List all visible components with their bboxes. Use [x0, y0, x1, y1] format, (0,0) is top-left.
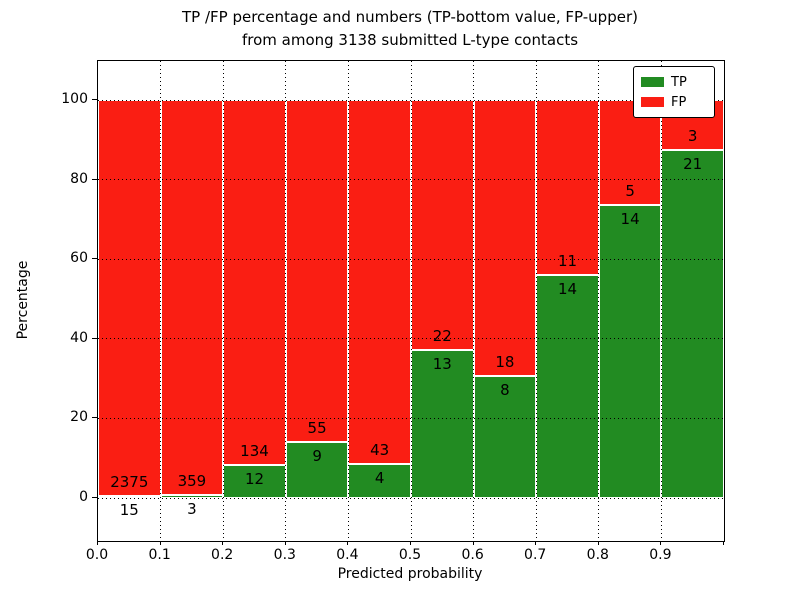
fp-count-label: 43	[370, 441, 390, 460]
tp-count-label: 4	[374, 469, 385, 488]
y-tick-mark	[92, 99, 97, 100]
gridline-horizontal	[98, 497, 724, 499]
chart-title-line1: TP /FP percentage and numbers (TP-bottom…	[182, 8, 638, 26]
y-tick-label: 0	[79, 489, 88, 505]
x-tick-mark	[222, 541, 224, 545]
y-tick-label: 40	[70, 329, 88, 346]
fp-count-label: 22	[432, 327, 452, 346]
bar-segment-tp	[348, 464, 411, 498]
x-tick-mark	[723, 541, 724, 545]
legend-color-patch	[641, 97, 664, 107]
x-tick-label: 0.9	[649, 547, 672, 563]
tp-count-label: 3	[187, 499, 197, 518]
y-axis-label: Percentage	[15, 260, 31, 340]
bar-segment-fp	[223, 100, 286, 466]
x-tick-mark	[97, 541, 98, 545]
y-tick-label: 60	[70, 250, 88, 267]
gridline-vertical	[660, 61, 662, 541]
x-tick-label: 0.7	[524, 547, 547, 563]
gridline-horizontal	[98, 417, 724, 419]
x-tick-label: 0.0	[85, 547, 109, 563]
y-tick-label: 20	[70, 409, 88, 426]
x-tick-label: 0.1	[148, 547, 171, 563]
gridline-horizontal	[98, 258, 724, 260]
x-tick-label: 0.2	[211, 547, 234, 563]
tp-count-label: 8	[500, 380, 510, 399]
x-tick-label: 0.6	[461, 547, 484, 563]
fp-count-label: 11	[557, 252, 578, 271]
chart-title-line2: from among 3138 submitted L-type contact…	[241, 31, 579, 49]
tp-count-label: 9	[312, 447, 322, 466]
legend-label: TP	[671, 74, 687, 90]
bar-segment-tp	[598, 204, 662, 498]
fp-count-label: 5	[625, 181, 635, 200]
x-tick-label: 0.3	[273, 547, 296, 563]
fp-count-label: 18	[495, 352, 515, 371]
tp-count-label: 12	[244, 470, 265, 489]
y-tick-label: 100	[61, 91, 88, 107]
x-tick-mark	[159, 541, 161, 545]
tp-count-label: 14	[557, 280, 578, 299]
fp-count-label: 3	[687, 126, 698, 145]
bar-segment-tp	[223, 465, 286, 498]
bar-segment-fp	[160, 100, 224, 495]
gridline-vertical	[160, 61, 162, 541]
fp-count-label: 55	[307, 419, 327, 438]
legend-item-fp: FP	[641, 92, 707, 112]
bar-segment-fp	[411, 100, 474, 351]
tp-count-label: 13	[432, 355, 452, 374]
chart-title: TP /FP percentage and numbers (TP-bottom…	[97, 6, 723, 52]
tp-count-label: 21	[683, 154, 703, 173]
fp-count-label: 2375	[110, 472, 149, 491]
gridline-vertical	[473, 61, 475, 541]
y-tick-mark	[92, 337, 97, 339]
gridline-vertical	[598, 61, 600, 541]
gridline-vertical	[285, 61, 287, 541]
gridline-vertical	[347, 61, 349, 541]
tp-count-label: 15	[119, 500, 139, 519]
bar-segment-tp	[661, 149, 724, 498]
gridline-vertical	[222, 61, 224, 541]
x-tick-mark	[347, 541, 349, 545]
x-tick-label: 0.4	[336, 547, 359, 563]
legend: TP FP	[633, 66, 715, 118]
x-tick-mark	[284, 541, 286, 545]
y-tick-mark	[92, 258, 97, 260]
x-tick-mark	[535, 541, 537, 545]
gridline-horizontal	[98, 338, 724, 340]
gridline-horizontal	[98, 99, 724, 101]
y-tick-mark	[92, 178, 97, 180]
x-tick-label: 0.5	[398, 547, 422, 563]
gridline-vertical	[535, 61, 537, 541]
bar-segment-tp	[536, 275, 599, 498]
bar-segment-fp	[473, 100, 537, 376]
gridline-horizontal	[98, 179, 724, 181]
y-tick-mark	[92, 417, 97, 419]
x-tick-mark	[597, 541, 599, 545]
bar-segment-fp	[98, 100, 161, 496]
bar-segment-fp	[536, 100, 599, 276]
legend-item-tp: TP	[641, 72, 707, 92]
bar-segment-fp	[285, 100, 349, 443]
x-tick-mark	[660, 541, 662, 545]
fp-count-label: 134	[240, 442, 269, 461]
plot-area: 2375 15 359 3 134 12 55 9 43 4 22 13 18 8 11 14 5 14 3 21 TP…	[97, 60, 725, 542]
fp-count-label: 359	[177, 471, 207, 490]
legend-color-patch	[641, 77, 664, 87]
legend-label: FP	[671, 94, 687, 110]
y-tick-label: 80	[70, 170, 88, 187]
y-tick-mark	[92, 497, 97, 498]
x-tick-mark	[410, 541, 411, 545]
x-tick-label: 0.8	[586, 547, 609, 563]
x-axis-label: Predicted probability	[337, 566, 483, 582]
bar-segment-fp	[348, 100, 411, 465]
x-tick-mark	[472, 541, 474, 545]
tp-count-label: 14	[620, 209, 640, 228]
gridline-vertical	[410, 61, 412, 541]
